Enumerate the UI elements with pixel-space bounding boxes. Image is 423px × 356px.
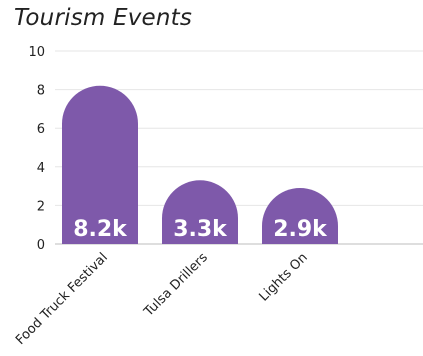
x-tick-label: Lights On xyxy=(257,250,311,304)
bar xyxy=(162,180,238,244)
bar xyxy=(262,188,338,244)
data-label: 2.9k xyxy=(273,217,328,242)
y-tick-label: 10 xyxy=(28,45,45,60)
y-tick-label: 2 xyxy=(37,199,45,214)
y-tick-label: 8 xyxy=(37,84,45,99)
x-tick-label: Food Truck Festival xyxy=(13,250,111,348)
bars xyxy=(62,85,338,245)
x-ticks: Food Truck Festival Tulsa Drillers Lights … xyxy=(13,250,311,348)
y-ticks: 0 2 4 6 8 10 xyxy=(28,45,45,253)
y-tick-label: 0 xyxy=(37,238,45,253)
y-tick-label: 6 xyxy=(37,122,45,137)
data-labels: 8.2k 3.3k 2.9k xyxy=(73,217,328,242)
data-label: 8.2k xyxy=(73,217,128,242)
data-label: 3.3k xyxy=(173,217,228,242)
bar xyxy=(62,85,138,245)
x-tick-label: Tulsa Drillers xyxy=(141,250,211,320)
chart-title: Tourism Events xyxy=(14,5,193,31)
y-tick-label: 4 xyxy=(37,161,45,176)
